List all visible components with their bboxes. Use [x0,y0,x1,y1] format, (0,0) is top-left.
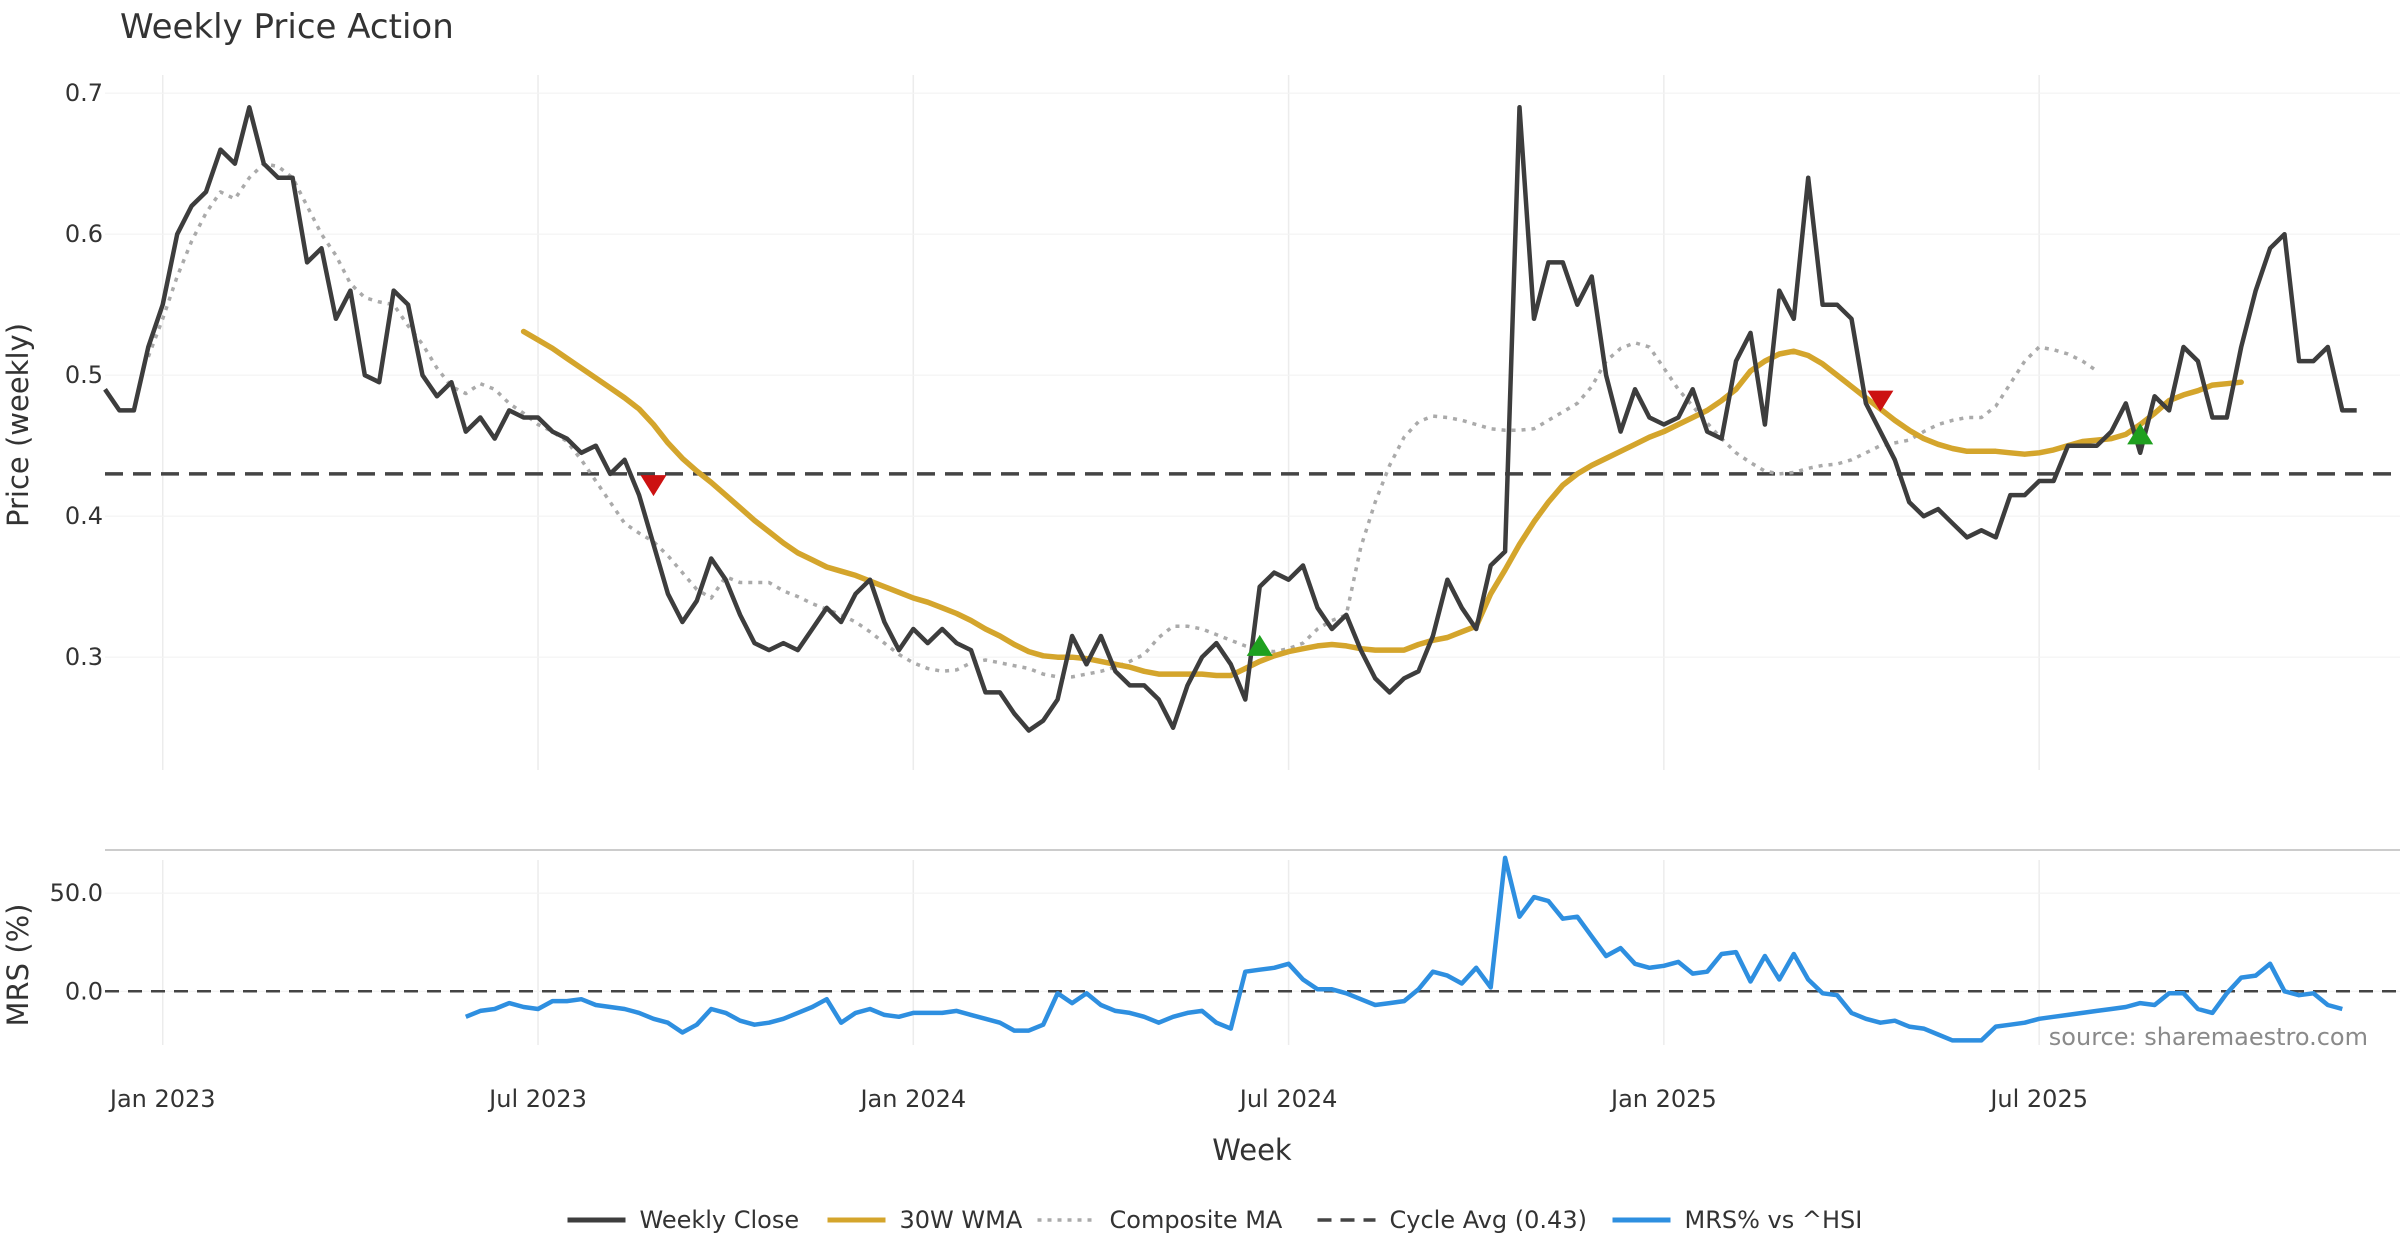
legend-item-label: 30W WMA [900,1206,1023,1234]
chart-title: Weekly Price Action [120,7,454,47]
x-tick-label: Jan 2024 [858,1085,966,1113]
price-panel [103,105,2400,733]
x-tick-label: Jan 2023 [108,1085,216,1113]
composite-ma-line [146,161,2098,679]
mrs-y-axis-label: MRS (%) [1,904,35,1027]
x-axis-label: Week [1212,1133,1292,1167]
mrs-y-ticks: 0.0 50.0 [50,879,103,1005]
mrs-line [464,855,2343,1043]
x-tick-label: Jul 2025 [1988,1085,2088,1113]
buy-signal-marker [1246,634,1273,656]
mrs-y-tick-label: 0.0 [65,977,103,1005]
buy-signal-marker [2127,423,2154,445]
legend: Weekly Close 30W WMA Composite MA Cycle Avg… [567,1206,1863,1234]
price-y-axis-label: Price (weekly) [1,323,35,527]
source-watermark: source: sharemaestro.com [2049,1023,2368,1051]
sell-signal-marker [640,475,667,497]
x-tick-label: Jan 2025 [1609,1085,1717,1113]
weekly-close-line [103,105,2357,733]
price-y-ticks: 0.3 0.4 0.5 0.6 0.7 [65,79,103,671]
legend-item-label: Composite MA [1110,1206,1283,1234]
mrs-panel [105,855,2400,1043]
price-y-tick-label: 0.4 [65,502,103,530]
price-y-tick-label: 0.3 [65,643,103,671]
legend-item-label: Weekly Close [640,1206,800,1234]
price-y-tick-label: 0.6 [65,220,103,248]
x-tick-label: Jul 2023 [487,1085,587,1113]
wma-30w-line [520,328,2244,679]
x-axis-ticks: Jan 2023 Jul 2023 Jan 2024 Jul 2024 Jan 2025… [108,1085,2088,1113]
mrs-y-tick-label: 50.0 [50,879,103,907]
price-y-tick-label: 0.5 [65,361,103,389]
x-tick-label: Jul 2024 [1238,1085,1338,1113]
sell-signal-marker [1867,390,1894,412]
legend-item-label: MRS% vs ^HSI [1685,1206,1863,1234]
legend-item-label: Cycle Avg (0.43) [1390,1206,1587,1234]
price-y-tick-label: 0.7 [65,79,103,107]
